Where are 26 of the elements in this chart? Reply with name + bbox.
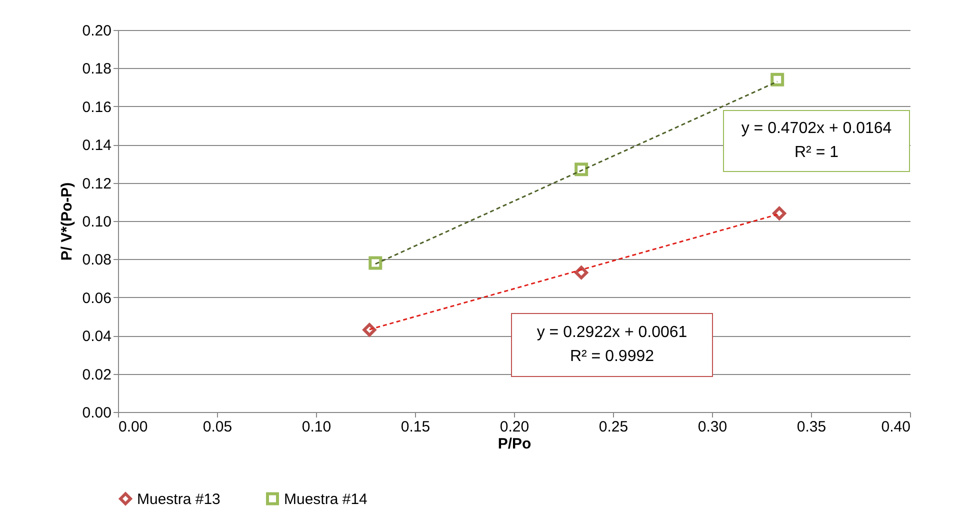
y-tick-label: 0.06 xyxy=(82,290,112,307)
x-tick-label: 0.05 xyxy=(202,418,232,436)
equation-box: y = 0.4702x + 0.0164 R² = 1 xyxy=(723,110,910,172)
x-tick-label: 0.20 xyxy=(500,418,530,436)
y-tick-label: 0.12 xyxy=(82,175,112,192)
x-tick-label: 0.00 xyxy=(118,418,148,436)
x-axis-title: P/Po xyxy=(498,436,532,452)
y-tick-label: 0.08 xyxy=(82,252,112,269)
y-tick-label: 0.04 xyxy=(82,328,112,346)
x-tick-label: 0.15 xyxy=(400,418,430,436)
x-tick-label: 0.10 xyxy=(302,418,332,436)
y-axis-title: P/ V*(Po-P) xyxy=(58,182,76,261)
x-tick-label: 0.35 xyxy=(796,418,826,436)
y-tick-label: 0.02 xyxy=(82,366,112,384)
y-tick-label: 0.10 xyxy=(82,214,112,230)
y-tick-label: 0.18 xyxy=(82,60,112,78)
legend-label: Muestra #14 xyxy=(284,490,368,508)
x-tick-label: 0.40 xyxy=(881,418,910,436)
x-tick-label: 0.25 xyxy=(598,418,628,436)
equation-box: y = 0.2922x + 0.0061 R² = 0.9992 xyxy=(511,313,713,377)
y-tick-label: 0.00 xyxy=(82,404,112,422)
y-tick-label: 0.20 xyxy=(82,22,112,40)
x-tick-label: 0.30 xyxy=(698,418,728,436)
y-tick-label: 0.14 xyxy=(82,137,112,154)
legend-label: Muestra #13 xyxy=(137,490,220,508)
y-tick-label: 0.16 xyxy=(82,98,112,116)
